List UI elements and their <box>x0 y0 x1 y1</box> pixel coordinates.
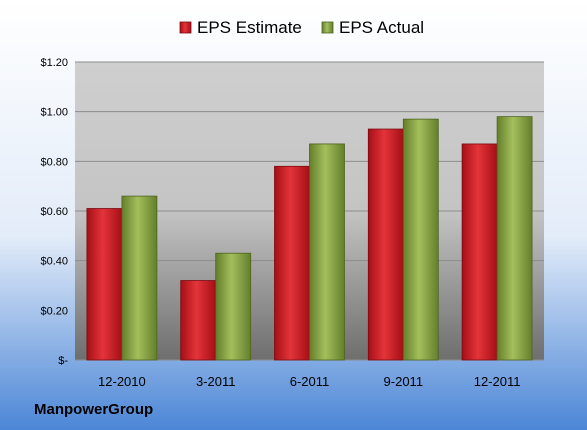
x-tick-label: 12-2010 <box>98 374 146 389</box>
legend-label-eps-estimate: EPS Estimate <box>197 18 302 37</box>
company-name: ManpowerGroup <box>34 401 154 418</box>
y-tick-label: $0.60 <box>40 206 68 218</box>
bar-eps-estimate-6-2011 <box>274 165 310 361</box>
bar-eps-actual-3-2011 <box>215 252 252 361</box>
y-tick-label: $0.80 <box>40 156 68 168</box>
x-tick-label: 6-2011 <box>290 374 330 389</box>
legend: EPS Estimate EPS Actual <box>179 18 424 37</box>
y-tick-label: $0.40 <box>40 256 68 268</box>
bar-eps-estimate-3-2011 <box>180 280 217 361</box>
bar-eps-estimate-9-2011 <box>367 128 404 361</box>
y-tick-label: $0.20 <box>40 305 68 317</box>
x-tick-label: 9-2011 <box>384 374 424 389</box>
y-axis-ticks: $- $0.20 $0.40 $0.60 $0.80 $1.00 $1.20 <box>40 57 68 367</box>
legend-swatch-eps-actual <box>321 21 334 34</box>
x-tick-label: 12-2011 <box>474 374 521 389</box>
x-tick-label: 3-2011 <box>196 374 236 389</box>
bar-eps-actual-12-2010 <box>121 195 158 361</box>
x-axis-ticks: 12-2010 3-2011 6-2011 9-2011 12-2011 <box>98 374 520 389</box>
bar-eps-actual-6-2011 <box>309 143 345 361</box>
y-tick-label: $1.20 <box>40 57 68 69</box>
y-tick-label: $1.00 <box>40 107 68 119</box>
bar-eps-actual-9-2011 <box>402 118 439 361</box>
bars <box>86 116 533 361</box>
legend-label-eps-actual: EPS Actual <box>339 18 424 37</box>
legend-swatch-eps-estimate <box>179 21 192 34</box>
y-tick-label: $- <box>58 355 68 367</box>
bar-eps-actual-12-2011 <box>496 116 533 361</box>
bar-eps-estimate-12-2010 <box>86 208 123 361</box>
bar-eps-estimate-12-2011 <box>461 143 498 361</box>
